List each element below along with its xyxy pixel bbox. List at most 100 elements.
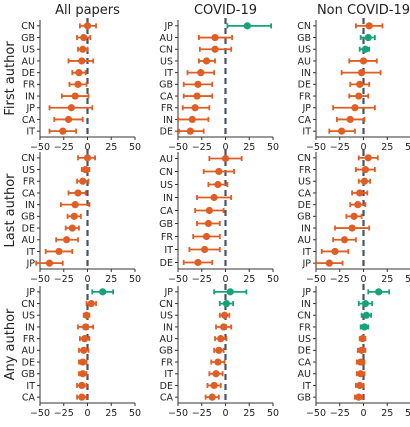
estimate-point	[208, 393, 216, 401]
estimate-point	[186, 127, 194, 135]
y-tick-label: IN	[163, 322, 173, 333]
estimate-point	[211, 33, 219, 42]
estimate-point	[356, 80, 364, 88]
y-tick-label: IN	[163, 193, 173, 204]
estimate-point	[201, 245, 209, 254]
y-tick-label: CN	[21, 299, 35, 310]
y-tick-label: GB	[297, 392, 311, 403]
x-tick-label: 0	[222, 142, 228, 153]
estimate-point	[83, 154, 92, 162]
estimate-point	[214, 180, 222, 189]
y-tick-label: JP	[25, 287, 35, 298]
estimate-point	[78, 57, 86, 65]
y-tick-label: CN	[297, 21, 311, 32]
y-tick-label: AU	[160, 154, 173, 165]
x-tick-label: 50	[405, 142, 410, 153]
y-tick-label: AU	[298, 369, 311, 380]
y-tick-label: AU	[22, 346, 35, 357]
estimate-point	[71, 201, 79, 209]
x-tick-label: −25	[54, 142, 74, 153]
y-tick-label: JP	[163, 287, 173, 298]
estimate-point	[340, 236, 349, 244]
x-tick-label: 0	[360, 142, 366, 153]
estimate-point	[358, 335, 367, 343]
estimate-point	[358, 69, 366, 77]
y-tick-label: CN	[21, 21, 35, 32]
x-tick-label: 50	[267, 408, 279, 419]
y-tick-label: DE	[22, 68, 35, 79]
y-tick-label: JP	[163, 21, 173, 32]
x-tick-label: −50	[306, 142, 326, 153]
estimate-point	[365, 22, 373, 30]
y-tick-label: IN	[301, 68, 311, 79]
estimate-point	[354, 201, 362, 209]
estimate-point	[215, 346, 223, 354]
estimate-point	[361, 299, 369, 308]
y-tick-label: IT	[26, 126, 35, 137]
x-tick-label: 25	[105, 408, 117, 419]
row-title: Last author	[3, 173, 18, 248]
estimate-point	[212, 370, 220, 378]
y-tick-label: AU	[160, 33, 173, 44]
y-tick-label: IT	[26, 247, 35, 258]
x-tick-label: −25	[192, 408, 212, 419]
y-tick-label: IT	[302, 381, 311, 392]
estimate-point	[59, 127, 67, 135]
x-tick-label: −25	[330, 408, 350, 419]
x-tick-label: −50	[30, 274, 50, 285]
y-tick-label: US	[298, 334, 311, 345]
y-tick-label: IT	[302, 126, 311, 137]
x-tick-label: −50	[306, 274, 326, 285]
y-tick-label: DE	[22, 357, 35, 368]
y-tick-label: IT	[164, 245, 173, 256]
estimate-point	[215, 167, 223, 176]
y-tick-label: JP	[25, 103, 35, 114]
y-tick-label: CA	[22, 392, 36, 403]
y-tick-label: FR	[23, 334, 35, 345]
y-tick-label: GB	[159, 346, 173, 357]
estimate-point	[356, 381, 364, 390]
estimate-point	[74, 80, 82, 88]
x-tick-label: 25	[243, 274, 255, 285]
y-tick-label: US	[22, 45, 35, 56]
x-tick-label: 0	[222, 408, 228, 419]
y-tick-label: DE	[22, 223, 35, 234]
x-tick-label: −25	[330, 274, 350, 285]
y-tick-label: DE	[298, 80, 311, 91]
y-tick-label: GB	[159, 80, 173, 91]
x-tick-label: −25	[330, 142, 350, 153]
estimate-point	[188, 115, 196, 124]
estimate-point	[80, 346, 88, 354]
estimate-point	[346, 115, 354, 124]
estimate-point	[193, 92, 201, 100]
estimate-point	[243, 22, 251, 30]
y-tick-label: DE	[160, 381, 173, 392]
y-tick-label: CN	[297, 153, 311, 164]
estimate-point	[194, 258, 202, 267]
estimate-point	[210, 193, 218, 202]
x-tick-label: 25	[381, 274, 393, 285]
y-tick-label: AU	[298, 56, 311, 67]
y-tick-label: CA	[160, 392, 174, 403]
y-tick-label: US	[160, 56, 173, 67]
estimate-point	[75, 69, 83, 77]
y-tick-label: AU	[22, 56, 35, 67]
x-tick-label: 0	[84, 408, 90, 419]
estimate-point	[360, 177, 369, 185]
estimate-point	[217, 335, 225, 343]
y-tick-label: GB	[21, 369, 35, 380]
y-tick-label: AU	[298, 235, 311, 246]
estimate-point	[357, 370, 365, 378]
x-tick-label: −25	[54, 274, 74, 285]
estimate-point	[68, 224, 76, 232]
x-tick-label: −50	[30, 408, 50, 419]
estimate-point	[82, 165, 90, 174]
y-tick-label: CA	[298, 115, 312, 126]
estimate-point	[197, 69, 205, 77]
y-tick-label: GB	[21, 33, 35, 44]
estimate-point	[211, 45, 219, 53]
x-tick-label: 50	[129, 274, 141, 285]
